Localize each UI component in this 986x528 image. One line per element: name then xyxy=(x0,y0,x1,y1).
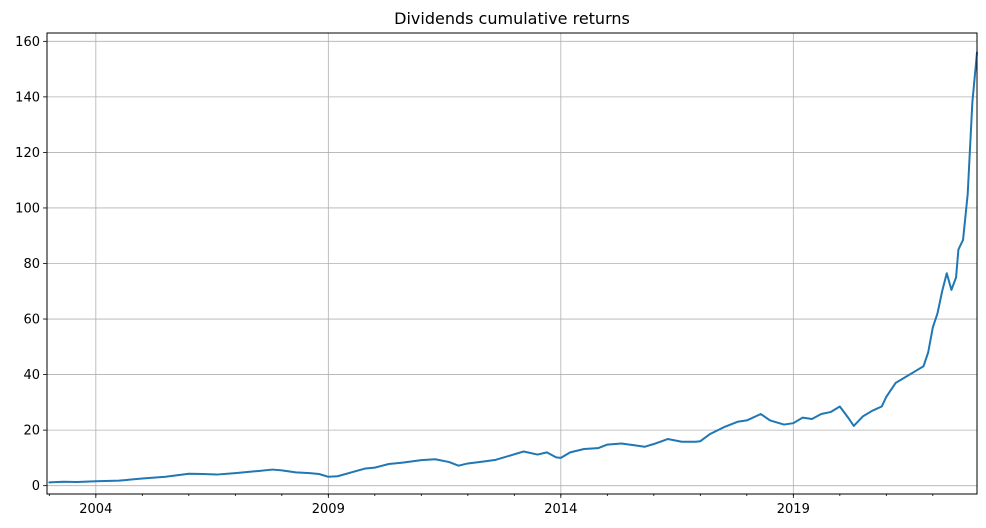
x-tick-label: 2019 xyxy=(777,502,810,517)
x-axis: 2004 2009 2014 2019 xyxy=(49,494,933,517)
y-tick-label: 80 xyxy=(23,257,40,272)
y-tick-label: 160 xyxy=(15,35,40,50)
y-tick-label: 100 xyxy=(15,201,40,216)
series-layer xyxy=(49,52,977,482)
y-tick-label: 120 xyxy=(15,146,40,161)
y-tick-label: 40 xyxy=(23,368,40,383)
grid xyxy=(47,33,977,494)
y-axis: 0 20 40 60 80 100 120 140 160 xyxy=(15,35,47,494)
y-tick-label: 0 xyxy=(32,479,40,494)
chart-title: Dividends cumulative returns xyxy=(394,9,630,28)
series-line xyxy=(49,52,977,482)
y-tick-label: 60 xyxy=(23,313,40,328)
x-tick-label: 2014 xyxy=(544,502,577,517)
x-tick-label: 2004 xyxy=(79,502,112,517)
x-tick-label: 2009 xyxy=(312,502,345,517)
y-tick-label: 20 xyxy=(23,424,40,439)
y-tick-label: 140 xyxy=(15,90,40,105)
